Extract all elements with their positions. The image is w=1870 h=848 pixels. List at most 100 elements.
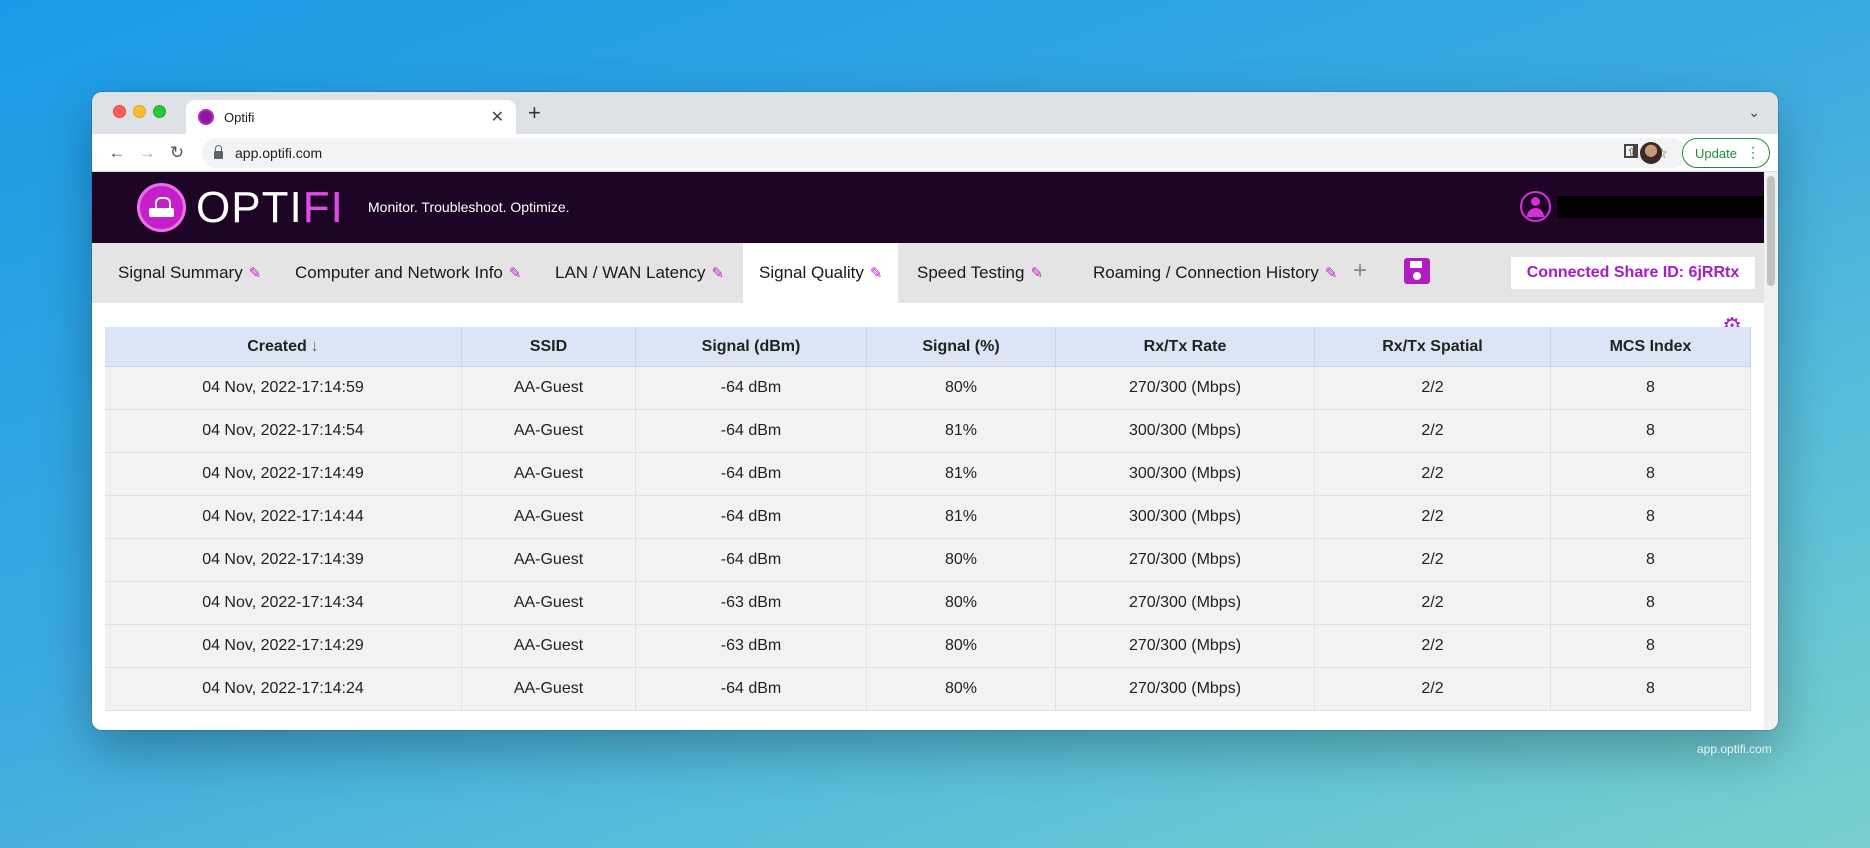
cell-ssid: AA-Guest (462, 367, 636, 410)
column-label: Created (247, 337, 307, 355)
cell-mcs-index: 8 (1551, 668, 1751, 711)
cell-rx-tx-spatial: 2/2 (1315, 367, 1551, 410)
edit-pencil-icon[interactable]: ✎ (1324, 265, 1338, 282)
minimize-window-button[interactable] (133, 105, 146, 118)
tab-roaming-connection-history[interactable]: Roaming / Connection History ✎ (1077, 243, 1353, 303)
tab-label: Speed Testing (917, 263, 1025, 282)
cell-ssid: AA-Guest (462, 625, 636, 668)
close-tab-icon[interactable]: ✕ (490, 109, 504, 126)
table-row: 04 Nov, 2022-17:14:49 AA-Guest -64 dBm 8… (105, 453, 1751, 496)
tab-speed-testing[interactable]: Speed Testing ✎ (901, 243, 1059, 303)
column-header-rx-tx-spatial[interactable]: Rx/Tx Spatial (1315, 327, 1551, 367)
forward-arrow-icon[interactable]: → (138, 142, 156, 162)
table-row: 04 Nov, 2022-17:14:29 AA-Guest -63 dBm 8… (105, 625, 1751, 668)
save-icon[interactable] (1404, 258, 1430, 284)
cell-signal-percent: 81% (867, 410, 1056, 453)
cell-rx-tx-rate: 270/300 (Mbps) (1056, 625, 1315, 668)
column-header-ssid[interactable]: SSID (462, 327, 636, 367)
cell-signal-percent: 80% (867, 367, 1056, 410)
connected-share-id: Connected Share ID: 6jRRtx (1511, 257, 1755, 289)
tab-label: Signal Summary (118, 263, 243, 282)
reload-icon[interactable]: ↻ (169, 142, 185, 162)
column-header-created[interactable]: Created ↓ (105, 327, 462, 367)
maximize-window-button[interactable] (153, 105, 166, 118)
sort-down-arrow-icon[interactable]: ↓ (310, 337, 319, 355)
cell-signal-percent: 80% (867, 625, 1056, 668)
close-window-button[interactable] (113, 105, 126, 118)
table-row: 04 Nov, 2022-17:14:24 AA-Guest -64 dBm 8… (105, 668, 1751, 711)
cell-rx-tx-spatial: 2/2 (1315, 539, 1551, 582)
user-account-icon[interactable] (1520, 191, 1551, 222)
edit-pencil-icon[interactable]: ✎ (1030, 265, 1044, 282)
cell-rx-tx-rate: 270/300 (Mbps) (1056, 367, 1315, 410)
tab-signal-summary[interactable]: Signal Summary ✎ (102, 243, 277, 303)
tab-lan-wan-latency[interactable]: LAN / WAN Latency ✎ (539, 243, 740, 303)
app-header: OPTIFI Monitor. Troubleshoot. Optimize. (92, 172, 1764, 243)
browser-tab[interactable]: Optifi ✕ (186, 100, 516, 134)
update-button[interactable]: Update ⋮ (1682, 138, 1770, 168)
page-scrollbar[interactable] (1764, 172, 1778, 730)
scrollbar-thumb[interactable] (1767, 176, 1775, 286)
column-header-signal-percent[interactable]: Signal (%) (867, 327, 1056, 367)
tab-computer-network-info[interactable]: Computer and Network Info ✎ (279, 243, 537, 303)
cell-signal-percent: 80% (867, 668, 1056, 711)
redacted-user-name (1557, 196, 1764, 218)
column-header-signal-dbm[interactable]: Signal (dBm) (636, 327, 867, 367)
cell-signal-dbm: -64 dBm (636, 668, 867, 711)
optifi-logo-icon (137, 183, 186, 232)
table-row: 04 Nov, 2022-17:14:39 AA-Guest -64 dBm 8… (105, 539, 1751, 582)
cell-rx-tx-rate: 300/300 (Mbps) (1056, 453, 1315, 496)
optifi-favicon-icon (198, 109, 214, 125)
tab-label: Roaming / Connection History (1093, 263, 1319, 282)
cell-mcs-index: 8 (1551, 496, 1751, 539)
cell-signal-percent: 81% (867, 453, 1056, 496)
tab-label: Signal Quality (759, 263, 864, 282)
cell-rx-tx-spatial: 2/2 (1315, 625, 1551, 668)
optifi-app: OPTIFI Monitor. Troubleshoot. Optimize. … (92, 172, 1764, 730)
cell-ssid: AA-Guest (462, 496, 636, 539)
table-header-row: Created ↓ SSID Signal (dBm) Signal (%) Rx… (105, 327, 1751, 367)
edit-pencil-icon[interactable]: ✎ (711, 265, 725, 282)
column-header-mcs-index[interactable]: MCS Index (1551, 327, 1751, 367)
edit-pencil-icon[interactable]: ✎ (869, 265, 883, 282)
cell-created: 04 Nov, 2022-17:14:54 (105, 410, 462, 453)
share-icon[interactable]: ⇪ (1625, 144, 1638, 161)
cell-signal-dbm: -64 dBm (636, 367, 867, 410)
cell-ssid: AA-Guest (462, 539, 636, 582)
optifi-logo-text: OPTIFI (196, 183, 344, 233)
tab-label: Computer and Network Info (295, 263, 503, 282)
new-tab-icon[interactable]: + (528, 100, 541, 125)
cell-rx-tx-rate: 270/300 (Mbps) (1056, 582, 1315, 625)
edit-pencil-icon[interactable]: ✎ (248, 265, 262, 282)
side-panel-icon[interactable] (1624, 144, 1638, 158)
app-tab-bar: Signal Summary ✎ Computer and Network Inf… (92, 243, 1764, 303)
cell-rx-tx-spatial: 2/2 (1315, 668, 1551, 711)
edit-pencil-icon[interactable]: ✎ (508, 265, 522, 282)
column-header-rx-tx-rate[interactable]: Rx/Tx Rate (1056, 327, 1315, 367)
cell-rx-tx-spatial: 2/2 (1315, 453, 1551, 496)
cell-mcs-index: 8 (1551, 410, 1751, 453)
cell-signal-dbm: -63 dBm (636, 582, 867, 625)
browser-tabstrip: Optifi ✕ + ⌄ (92, 92, 1778, 134)
domain-caption: app.optifi.com (1697, 742, 1772, 756)
back-arrow-icon[interactable]: ← (108, 142, 126, 162)
cell-created: 04 Nov, 2022-17:14:44 (105, 496, 462, 539)
cell-created: 04 Nov, 2022-17:14:59 (105, 367, 462, 410)
address-bar[interactable]: app.optifi.com ⇪ ☆ (202, 138, 1686, 168)
cell-mcs-index: 8 (1551, 453, 1751, 496)
tab-signal-quality[interactable]: Signal Quality ✎ (743, 243, 899, 303)
table-row: 04 Nov, 2022-17:14:59 AA-Guest -64 dBm 8… (105, 367, 1751, 410)
cell-mcs-index: 8 (1551, 539, 1751, 582)
tab-search-chevron-icon[interactable]: ⌄ (1748, 104, 1760, 120)
cell-created: 04 Nov, 2022-17:14:49 (105, 453, 462, 496)
url-text[interactable]: app.optifi.com (235, 145, 323, 161)
cell-signal-percent: 80% (867, 582, 1056, 625)
more-options-icon[interactable]: ⋮ (1746, 144, 1760, 160)
cell-signal-dbm: -63 dBm (636, 625, 867, 668)
cell-signal-percent: 81% (867, 496, 1056, 539)
cell-mcs-index: 8 (1551, 367, 1751, 410)
tab-label: LAN / WAN Latency (555, 263, 706, 282)
cell-rx-tx-rate: 270/300 (Mbps) (1056, 539, 1315, 582)
browser-profile-avatar[interactable] (1640, 142, 1662, 164)
add-tab-icon[interactable]: + (1353, 257, 1368, 284)
